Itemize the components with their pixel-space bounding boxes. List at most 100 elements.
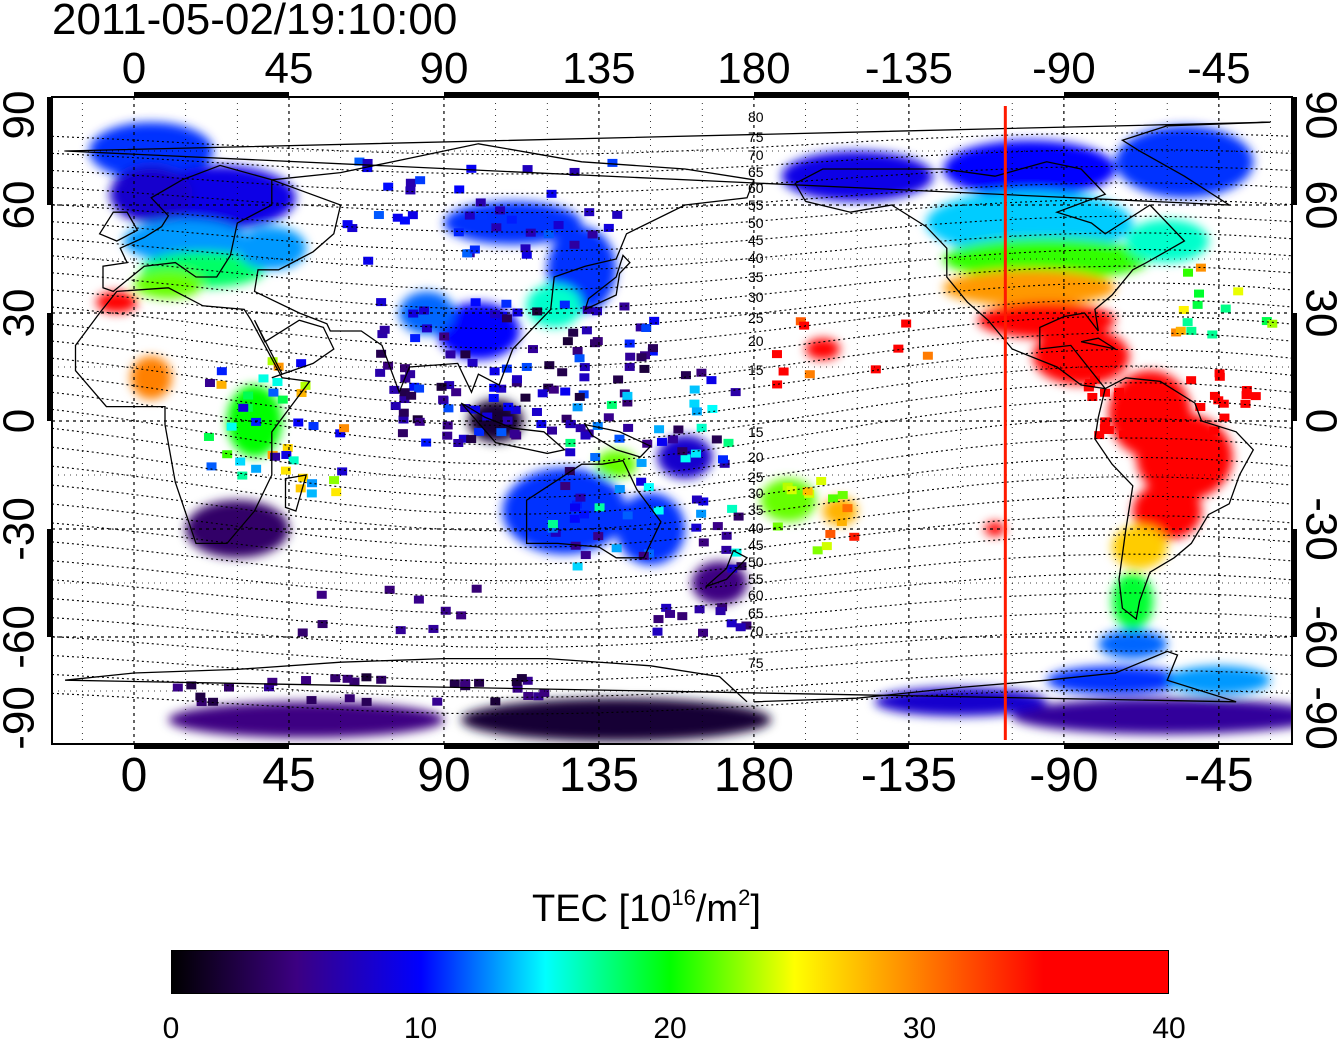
tec-pixel xyxy=(415,176,426,185)
tec-pixel xyxy=(281,450,292,459)
tec-pixel xyxy=(521,250,532,259)
tec-pixel xyxy=(1220,304,1231,313)
tec-pixel xyxy=(466,435,477,444)
tec-pixel xyxy=(721,545,732,554)
tec-pixel xyxy=(611,544,622,553)
tec-pixel xyxy=(625,352,636,361)
frame-bar xyxy=(47,313,52,421)
tec-pixel xyxy=(584,208,595,217)
tec-pixel xyxy=(1186,326,1197,335)
tec-pixel xyxy=(546,189,557,198)
tec-pixel xyxy=(901,319,912,328)
axis-labels: 0045459090135135180180-135-135-90-90-45-… xyxy=(0,44,1340,802)
coastline-segment xyxy=(705,549,749,588)
tec-pixel xyxy=(520,393,531,402)
tec-pixel xyxy=(330,674,341,683)
tec-pixel xyxy=(237,471,248,480)
contour-label: 80 xyxy=(748,109,764,125)
contour-label: 40 xyxy=(748,520,764,536)
tec-pixel xyxy=(1100,417,1111,426)
tec-pixel xyxy=(451,388,462,397)
tec-pixel xyxy=(418,306,429,315)
tec-pixel xyxy=(677,612,688,621)
tec-pixel xyxy=(564,467,575,476)
tec-pixel xyxy=(469,245,480,254)
tec-pixel xyxy=(711,435,722,444)
tec-pixel xyxy=(471,584,482,593)
tec-region xyxy=(943,237,1150,281)
lon-label-top: 0 xyxy=(122,44,146,93)
tec-pixel xyxy=(677,447,688,456)
tec-pixel xyxy=(512,308,523,317)
tec-pixel xyxy=(656,437,667,446)
tec-pixel xyxy=(203,432,214,441)
tec-pixel xyxy=(399,216,410,225)
contour-label: 35 xyxy=(748,269,764,285)
tec-pixel xyxy=(376,349,387,358)
tec-region xyxy=(1012,698,1292,735)
lon-label-bottom: 0 xyxy=(121,749,148,802)
tec-pixel xyxy=(636,477,647,486)
tec-pixel xyxy=(216,380,227,389)
tec-region xyxy=(781,151,934,202)
tec-pixel xyxy=(438,395,449,404)
tec-pixel xyxy=(574,354,585,363)
tec-pixel xyxy=(1164,431,1175,440)
tec-pixel xyxy=(206,462,217,471)
tec-pixel xyxy=(172,683,183,692)
tec-pixel xyxy=(821,542,832,551)
tec-pixel xyxy=(442,421,453,430)
coastline-segment xyxy=(253,319,335,379)
tec-pixel xyxy=(379,325,390,334)
contour-label: 20 xyxy=(748,449,764,465)
tec-pixel xyxy=(842,504,853,513)
lon-label-bottom: -45 xyxy=(1184,749,1253,802)
tec-region xyxy=(109,165,193,223)
tec-region xyxy=(595,449,637,479)
tec-region xyxy=(502,467,627,555)
tec-pixel xyxy=(614,434,625,443)
tec-pixel xyxy=(590,339,601,348)
tec-region xyxy=(943,269,1116,306)
colorbar-title-suffix: ] xyxy=(750,888,761,930)
tec-pixel xyxy=(258,374,269,383)
tec-pixel xyxy=(717,455,728,464)
coastline-segment xyxy=(583,423,652,458)
tec-pixel xyxy=(398,408,409,417)
tec-pixel xyxy=(398,415,409,424)
tec-pixel xyxy=(264,683,275,692)
tec-pixel xyxy=(579,373,590,382)
tec-pixel xyxy=(574,392,585,401)
tec-pixel xyxy=(614,485,625,494)
tec-pixel xyxy=(251,464,262,473)
colorbar-tick-label: 40 xyxy=(1152,1012,1186,1045)
tec-pixel xyxy=(399,388,410,397)
colorbar-ticks: 0 10 20 30 40 xyxy=(163,1012,1186,1048)
tec-pixel xyxy=(405,178,416,187)
tec-pixel xyxy=(624,362,635,371)
tec-region xyxy=(237,226,307,270)
frame-bar xyxy=(134,744,289,749)
tec-pixel xyxy=(428,624,439,633)
tec-region xyxy=(1032,327,1130,386)
tec-pixel xyxy=(222,450,233,459)
tec-pixel xyxy=(1218,399,1229,408)
lon-label-bottom: 135 xyxy=(559,749,639,802)
tec-pixel xyxy=(523,691,534,700)
tec-pixel xyxy=(581,326,592,335)
tec-pixel xyxy=(421,438,432,447)
frame-bar xyxy=(444,92,599,97)
tec-pixel xyxy=(376,298,387,307)
tec-pixel xyxy=(673,425,684,434)
tec-pixel xyxy=(667,435,678,444)
tec-pixel xyxy=(1214,372,1225,381)
tec-pixel xyxy=(553,221,564,230)
tec-pixel xyxy=(622,511,633,520)
tec-pixel xyxy=(1250,392,1261,401)
tec-pixel xyxy=(392,213,403,222)
contour-line xyxy=(52,382,1292,446)
frame-bar xyxy=(134,92,289,97)
tec-pixel xyxy=(665,609,676,618)
tec-pixel xyxy=(603,223,614,232)
tec-pixel xyxy=(727,564,738,573)
